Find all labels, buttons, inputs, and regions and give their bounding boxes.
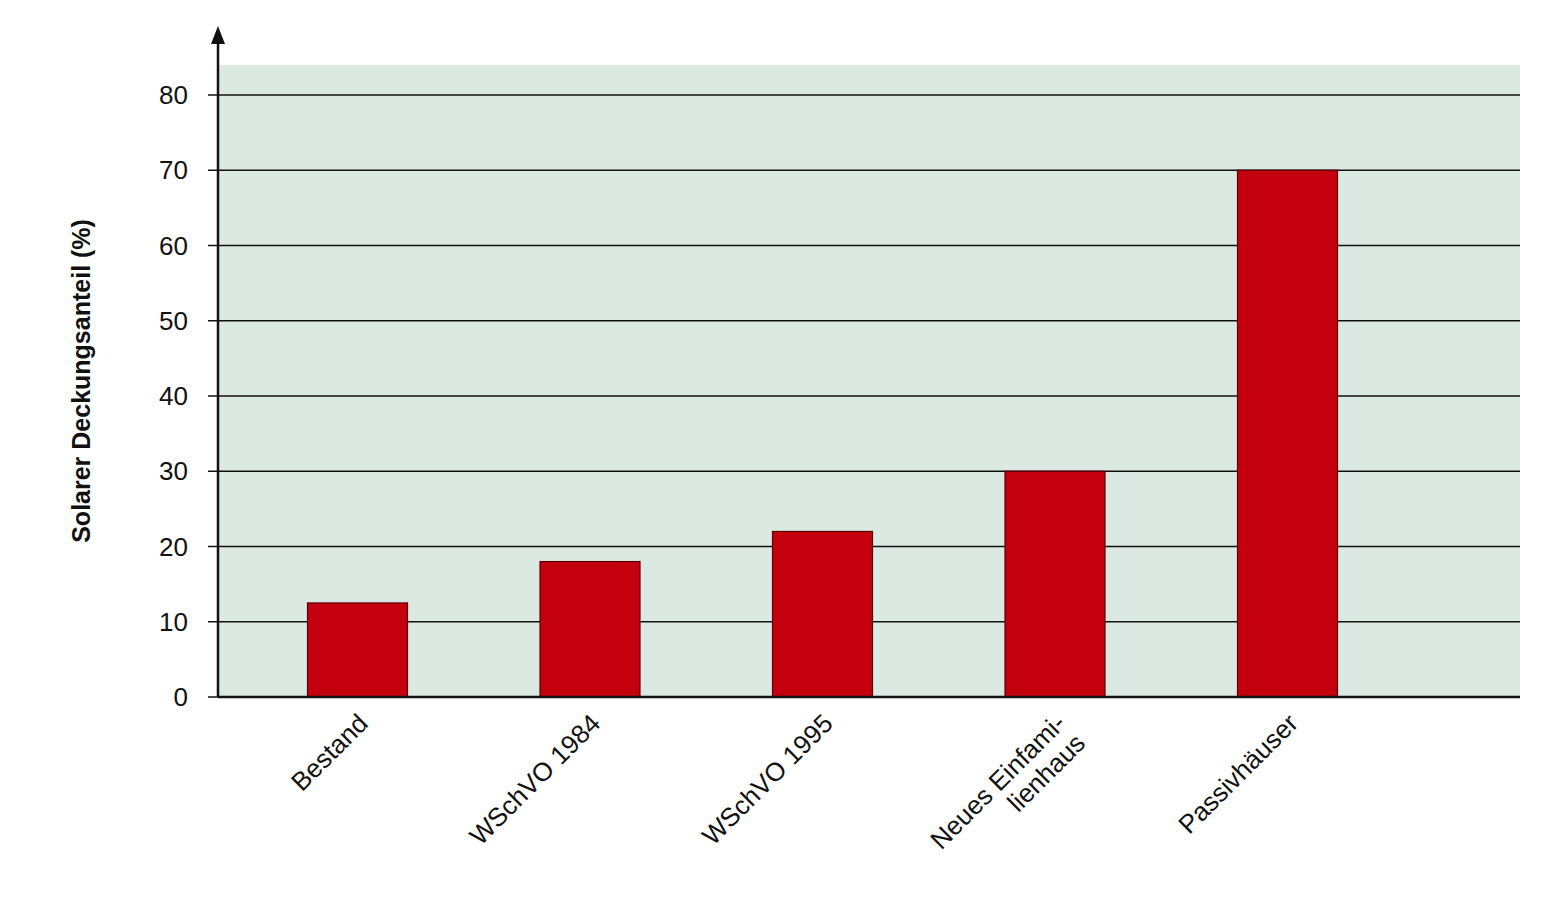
- category-label: WSchVO 1995: [696, 708, 839, 851]
- tick-label: 10: [159, 607, 188, 637]
- tick-mark: [208, 621, 218, 623]
- chart: 0 10 20 30 40 50 60 70 80 Bestand WSchVO 1984 WSchV…: [0, 0, 1545, 919]
- grid-line: [218, 696, 1520, 697]
- tick-label: 30: [159, 456, 188, 486]
- category-label: Bestand: [285, 708, 374, 797]
- y-axis-title: Solarer Deckungsanteil (%): [67, 219, 95, 543]
- tick-mark: [208, 546, 218, 548]
- bar: [540, 562, 640, 697]
- tick-label: 60: [159, 231, 188, 261]
- bars: [308, 170, 1338, 697]
- tick-label: 0: [174, 682, 188, 712]
- category-label: Passivhäuser: [1172, 708, 1304, 840]
- x-axis: [218, 696, 1520, 699]
- tick-mark: [208, 94, 218, 96]
- tick-mark: [208, 696, 218, 698]
- bar: [1005, 471, 1105, 697]
- bar: [773, 531, 873, 697]
- bar: [1238, 170, 1338, 697]
- tick-label: 80: [159, 80, 188, 110]
- bar: [308, 603, 408, 697]
- category-label: WSchVO 1984: [463, 708, 606, 851]
- tick-mark: [208, 395, 218, 397]
- tick-mark: [208, 170, 218, 172]
- background: [0, 0, 1545, 919]
- tick-mark: [208, 320, 218, 322]
- axis-arrow: [211, 26, 225, 44]
- tick-label: 40: [159, 381, 188, 411]
- grid-line: [218, 94, 1520, 95]
- y-axis: [217, 40, 220, 697]
- plot-area: [218, 65, 1520, 697]
- tick-mark: [208, 471, 218, 473]
- tick-label: 20: [159, 532, 188, 562]
- tick-mark: [208, 245, 218, 247]
- tick-label: 50: [159, 306, 188, 336]
- tick-label: 70: [159, 155, 188, 185]
- category-label: Neues Einfami-lienhaus: [924, 708, 1091, 875]
